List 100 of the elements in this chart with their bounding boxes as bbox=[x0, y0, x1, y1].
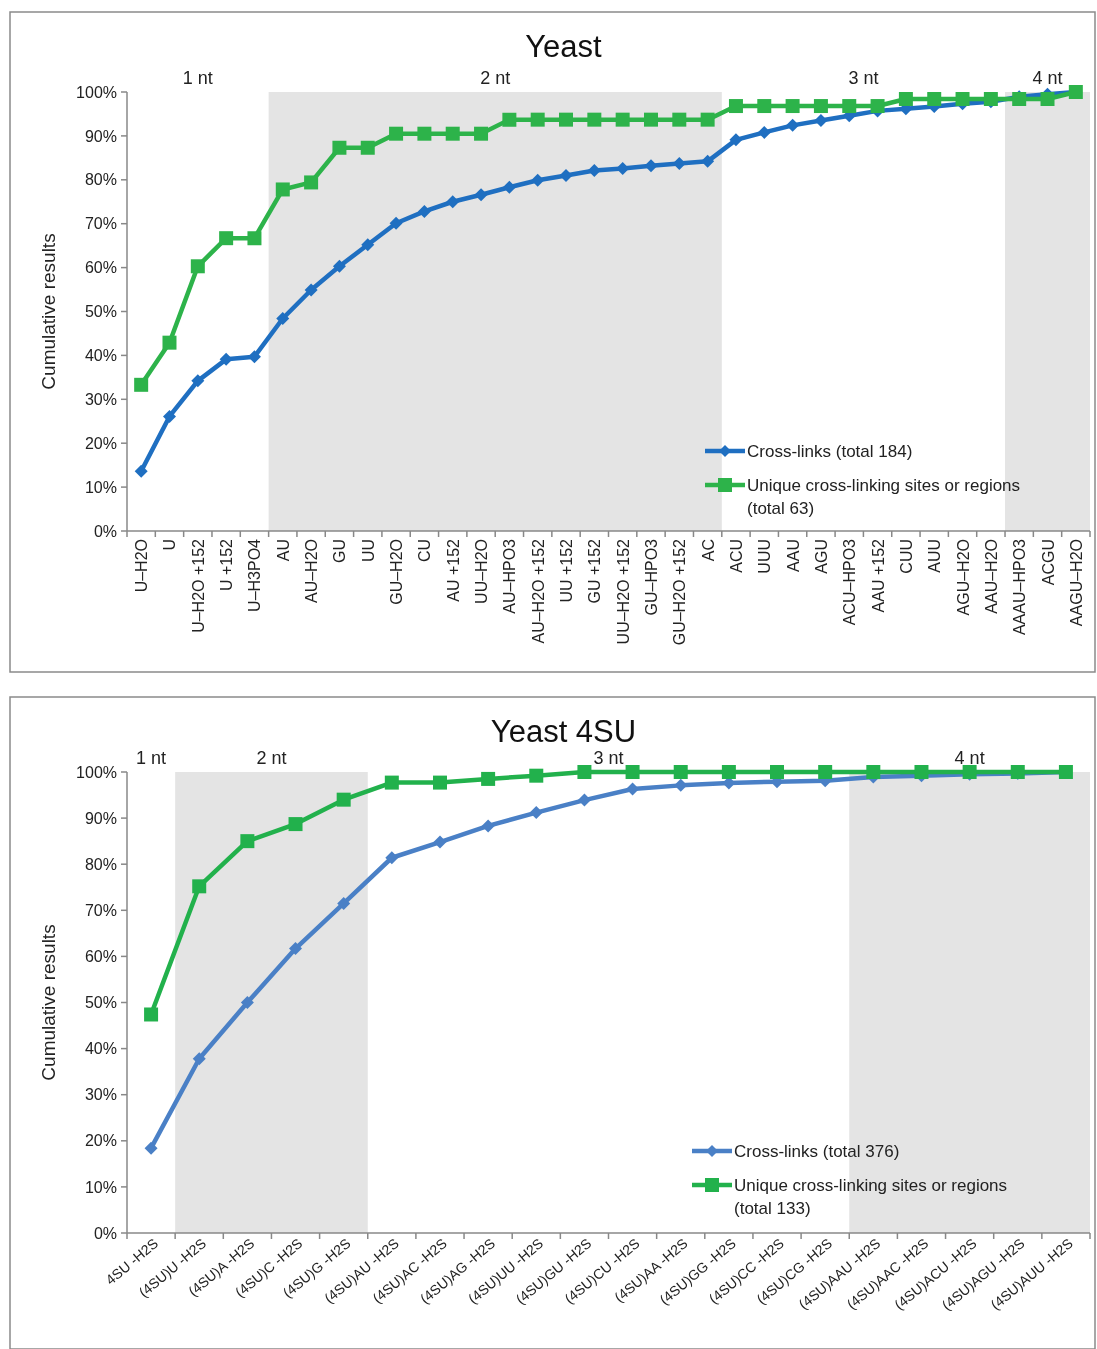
point bbox=[529, 806, 543, 820]
y-tick-label: 30% bbox=[84, 390, 117, 408]
point bbox=[559, 168, 573, 182]
point bbox=[289, 942, 303, 956]
y-axis-title: Cumulative results bbox=[38, 924, 59, 1081]
y-tick-label: 60% bbox=[84, 948, 117, 965]
point bbox=[361, 238, 375, 252]
point bbox=[433, 835, 447, 849]
point bbox=[190, 259, 205, 274]
point bbox=[474, 188, 488, 202]
y-tick-label: 20% bbox=[84, 434, 117, 452]
point bbox=[577, 765, 592, 779]
legend-label: Cross-links (total 376) bbox=[734, 1141, 900, 1161]
x-tick-label: U bbox=[161, 539, 179, 551]
x-tick-label: UU–H2O bbox=[473, 539, 491, 604]
x-tick-label: ACU–HPO3 bbox=[841, 538, 859, 626]
x-tick-label: AU +152 bbox=[444, 538, 462, 602]
point bbox=[240, 996, 254, 1009]
point bbox=[672, 157, 686, 171]
x-tick-label: AGU bbox=[812, 539, 830, 574]
x-tick-label: AU–H2O bbox=[303, 539, 321, 604]
point bbox=[144, 1007, 159, 1022]
point bbox=[162, 409, 176, 423]
y-tick-label: 20% bbox=[84, 1132, 117, 1150]
point bbox=[721, 765, 736, 779]
point bbox=[192, 1052, 206, 1066]
point bbox=[192, 879, 207, 894]
x-tick-label: AU–HPO3 bbox=[501, 538, 519, 614]
y-axis-title: Cumulative results bbox=[38, 233, 59, 390]
point bbox=[502, 180, 516, 194]
point bbox=[247, 231, 262, 246]
point bbox=[247, 350, 261, 364]
x-tick-label: AAU–H2O bbox=[982, 539, 1000, 614]
point bbox=[927, 92, 942, 107]
chart-title: Yeast bbox=[525, 29, 603, 64]
legend-label: Cross-links (total 184) bbox=[747, 441, 913, 461]
point bbox=[191, 374, 205, 388]
legend-label: Unique cross-linking sites or regions (total 133) bbox=[734, 1175, 1008, 1218]
band-label: 2 nt bbox=[480, 68, 511, 88]
point bbox=[701, 154, 715, 168]
point bbox=[729, 133, 743, 147]
point bbox=[240, 834, 255, 849]
point bbox=[674, 778, 688, 792]
x-tick-label: U–H2O bbox=[133, 539, 151, 593]
point bbox=[531, 173, 545, 187]
y-tick-label: 50% bbox=[84, 994, 117, 1012]
point bbox=[432, 775, 447, 790]
x-tick-label: AAU bbox=[784, 539, 802, 572]
y-tick-label: 0% bbox=[93, 522, 117, 540]
x-tick-label: AGU–H2O bbox=[954, 539, 972, 616]
text: 3 nt bbox=[848, 68, 879, 88]
point bbox=[385, 851, 399, 865]
y-tick-label: 70% bbox=[84, 215, 117, 233]
y-tick-label: 0% bbox=[93, 1224, 117, 1242]
point bbox=[673, 765, 688, 779]
y-tick-label: 10% bbox=[84, 1178, 117, 1196]
point bbox=[276, 312, 290, 326]
y-tick-label: 60% bbox=[84, 259, 117, 277]
point bbox=[814, 114, 828, 128]
point bbox=[275, 182, 290, 197]
point bbox=[770, 765, 785, 779]
x-tick-label: AU–H2O +152 bbox=[529, 538, 547, 644]
x-tick-label: GU–HPO3 bbox=[642, 538, 660, 616]
legend-label: Unique cross-linking sites or regions (total 63) bbox=[747, 475, 1021, 518]
point bbox=[337, 896, 351, 910]
x-tick-label: ACU bbox=[727, 539, 745, 573]
x-tick-label: GU–H2O +152 bbox=[671, 538, 689, 646]
y-tick-label: 100% bbox=[76, 763, 117, 781]
point bbox=[813, 99, 828, 114]
point bbox=[898, 92, 913, 107]
band-label: 4 nt bbox=[954, 748, 985, 768]
point bbox=[304, 175, 319, 190]
point bbox=[866, 765, 881, 779]
x-tick-label: GU bbox=[331, 539, 349, 563]
y-tick-label: 50% bbox=[84, 303, 117, 321]
x-tick-label: UUU bbox=[756, 539, 774, 574]
point bbox=[162, 335, 177, 350]
y-tick-label: 10% bbox=[84, 478, 117, 496]
point bbox=[417, 126, 432, 141]
x-tick-label: U +152 bbox=[218, 538, 236, 592]
point bbox=[530, 112, 545, 127]
point bbox=[219, 231, 234, 246]
x-tick-label: UU–H2O +152 bbox=[614, 538, 632, 645]
point bbox=[360, 140, 375, 155]
point bbox=[304, 283, 318, 297]
point bbox=[1040, 92, 1055, 107]
point bbox=[134, 464, 148, 478]
x-tick-label: AAGU–H2O bbox=[1067, 539, 1085, 627]
point bbox=[384, 775, 399, 790]
y-tick-label: 90% bbox=[84, 127, 117, 145]
chart-title: Yeast 4SU bbox=[490, 714, 637, 749]
point bbox=[446, 195, 460, 209]
point bbox=[955, 92, 970, 107]
point bbox=[481, 819, 495, 833]
point bbox=[577, 793, 591, 807]
text: 3 nt bbox=[593, 748, 624, 768]
x-tick-label: AUU bbox=[926, 539, 944, 573]
point bbox=[144, 1141, 158, 1155]
x-tick-label: UU bbox=[359, 539, 377, 563]
x-tick-label: AU bbox=[274, 539, 292, 562]
